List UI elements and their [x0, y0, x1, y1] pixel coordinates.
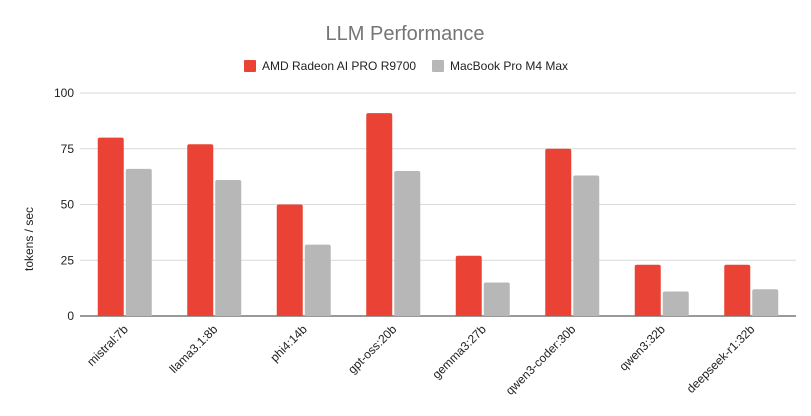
legend-label-series-2: MacBook Pro M4 Max — [450, 59, 568, 73]
x-category-label: gemma3:27b — [429, 322, 489, 382]
bar-series-1-qwen3-coder:30b — [545, 148, 572, 316]
bar-series-2-deepseek-r1:32b — [752, 289, 779, 316]
bar-series-1-gpt-oss:20b — [366, 113, 393, 316]
chart-title: LLM Performance — [326, 23, 485, 45]
bar-series-1-llama3.1:8b — [187, 144, 214, 316]
legend: AMD Radeon AI PRO R9700 MacBook Pro M4 M… — [244, 59, 568, 73]
x-category-label: qwen3:32b — [616, 322, 668, 374]
y-tick-label: 100 — [54, 86, 74, 100]
bar-series-2-gemma3:27b — [483, 282, 510, 316]
bar-series-2-qwen3-coder:30b — [573, 175, 600, 316]
y-tick-label: 0 — [67, 309, 74, 323]
bar-series-2-phi4:14b — [304, 244, 331, 316]
x-category-label: phi4:14b — [267, 322, 310, 365]
x-category-label: llama3.1:8b — [167, 322, 221, 376]
x-axis-categories: mistral:7b llama3.1:8b phi4:14b gpt-oss:20b… — [84, 322, 757, 398]
bar-series-1-phi4:14b — [276, 204, 303, 316]
bar-series-1-gemma3:27b — [455, 255, 482, 316]
bar-series-2-mistral:7b — [125, 168, 152, 316]
y-tick-label: 50 — [61, 198, 75, 212]
bar-series-2-llama3.1:8b — [215, 179, 242, 316]
bar-series-1-deepseek-r1:32b — [724, 264, 751, 316]
x-category-label: mistral:7b — [84, 322, 131, 369]
bar-series-1-qwen3:32b — [634, 264, 661, 316]
x-category-label: gpt-oss:20b — [345, 322, 399, 376]
y-tick-label: 25 — [61, 253, 75, 267]
y-axis-title: tokens / sec — [22, 207, 36, 271]
bars — [97, 113, 779, 316]
y-axis-ticks: 0 25 50 75 100 — [54, 86, 74, 323]
bar-series-2-gpt-oss:20b — [394, 171, 421, 316]
bar-series-2-qwen3:32b — [662, 291, 689, 316]
legend-swatch-series-1 — [244, 60, 256, 72]
legend-label-series-1: AMD Radeon AI PRO R9700 — [262, 59, 416, 73]
x-category-label: qwen3-coder:30b — [503, 322, 579, 398]
x-category-label: deepseek-r1:32b — [684, 322, 758, 396]
bar-series-1-mistral:7b — [97, 137, 124, 316]
legend-swatch-series-2 — [432, 60, 444, 72]
y-tick-label: 75 — [61, 142, 75, 156]
